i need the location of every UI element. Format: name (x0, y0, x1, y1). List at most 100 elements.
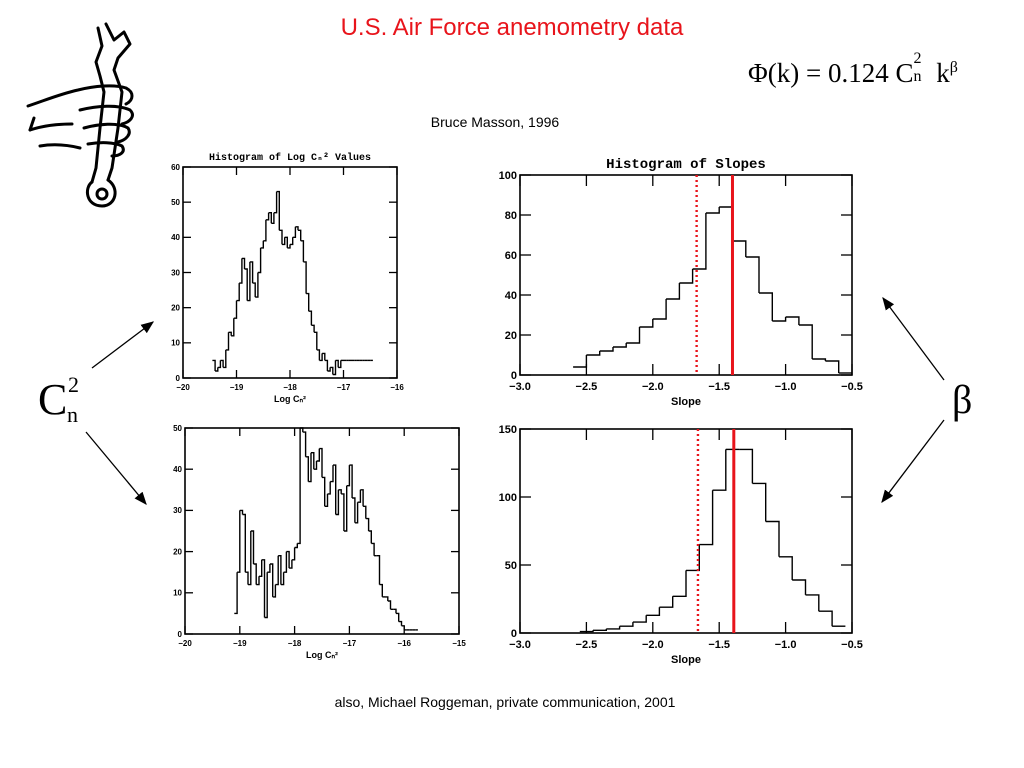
histogram-bin (387, 600, 392, 610)
histogram-bin (327, 367, 331, 372)
histogram-bin (341, 493, 345, 531)
histogram-bin (619, 622, 634, 627)
histogram-bin (239, 509, 244, 515)
y-tick-label: 10 (171, 339, 180, 348)
arrow-beta-to-bottom-hist (881, 419, 945, 504)
y-tick-label: 20 (505, 330, 517, 342)
histogram-bin (298, 229, 302, 241)
histogram-bin (228, 331, 232, 336)
histogram-bin (241, 257, 246, 269)
histogram-bin (269, 563, 274, 597)
histogram-bin (267, 564, 271, 573)
histogram-bin (253, 563, 257, 585)
histogram-bin (368, 530, 372, 544)
histogram-bin (357, 489, 362, 503)
formula-cn-sub: n (913, 68, 922, 85)
histogram-bin (290, 237, 294, 246)
histogram-bin (225, 332, 230, 351)
x-tick-label: −0.5 (841, 639, 863, 651)
plot-frame (184, 427, 460, 635)
y-tick-label: 40 (171, 233, 180, 242)
histogram-bin (294, 543, 298, 549)
histogram-bin (343, 485, 348, 532)
histogram-bin (632, 615, 647, 623)
y-tick-label: 50 (505, 560, 517, 572)
histogram-bin (231, 318, 235, 337)
histogram-bin (322, 476, 326, 507)
y-tick-label: 60 (505, 250, 517, 262)
x-tick-label: −3.0 (509, 381, 531, 393)
y-tick-label: 20 (171, 303, 180, 312)
x-tick-label: −18 (283, 383, 297, 392)
y-tick-label: 100 (499, 492, 517, 504)
wrench-in-hand-icon (26, 22, 134, 208)
plot-frame (519, 428, 853, 634)
formula-cn-sup: 2 (913, 50, 922, 67)
histogram-bin (282, 237, 286, 246)
chart-title: Histogram of Slopes (606, 157, 766, 173)
histogram-bin (275, 555, 279, 586)
histogram-bin (308, 452, 312, 483)
histogram-bin (659, 596, 674, 608)
histogram-bin (289, 559, 293, 569)
histogram-bin (652, 299, 667, 320)
histogram-bin (335, 359, 339, 368)
histogram-bin (322, 352, 326, 361)
histogram-bin (352, 497, 356, 523)
histogram-bin (255, 272, 259, 298)
histogram-bin (732, 240, 747, 257)
histogram-bin (236, 283, 240, 302)
arrow-beta-to-top-hist (882, 296, 945, 381)
chart-title: Histogram of Log Cₙ² Values (209, 152, 371, 164)
histogram-bin (705, 207, 720, 214)
histogram-bin (818, 610, 833, 627)
y-tick-label: 0 (176, 374, 181, 383)
cn-label-sub: n (67, 402, 78, 427)
histogram-bin (745, 256, 760, 293)
x-tick-label: −2.0 (642, 639, 664, 651)
histogram-bin (360, 489, 364, 507)
y-tick-label: 60 (171, 163, 180, 172)
histogram-bin (264, 572, 268, 619)
histogram-bin (292, 226, 297, 238)
histogram-bin (338, 489, 342, 494)
x-tick-label: −17 (337, 383, 351, 392)
arrow-cn-to-top-hist (91, 321, 155, 369)
histogram-bin (324, 359, 329, 371)
credit-text: Bruce Masson, 1996 (430, 114, 560, 130)
histogram-bin (278, 555, 282, 585)
histogram-bin (573, 355, 588, 368)
histogram-bin (719, 206, 734, 241)
arrow-cn-to-bottom-hist (85, 431, 147, 505)
y-tick-label: 0 (178, 630, 183, 639)
x-tick-label: −17 (343, 639, 357, 648)
histogram-bin (223, 349, 227, 369)
formula-tail-sup: β (949, 59, 958, 76)
histogram-bin (586, 351, 601, 356)
x-axis-label: Log Cₙ² (274, 394, 306, 404)
histogram-bin (242, 513, 246, 573)
histogram-bin (308, 310, 313, 326)
histogram-bin (393, 608, 397, 614)
cn-label-base: C (38, 375, 68, 424)
histogram-bin (220, 359, 224, 368)
chart-cn2-histogram-2: −20 −19 −18 −17 −16 −15 0 10 20 30 40 50 Log Cₙ² (163, 415, 479, 677)
x-tick-label: −2.0 (642, 381, 664, 393)
histogram-bin (765, 520, 780, 557)
histogram-bin (305, 456, 309, 482)
histogram-bin (593, 628, 607, 631)
histogram-bin (252, 282, 256, 298)
histogram-bin (284, 236, 288, 248)
y-tick-label: 10 (173, 589, 182, 598)
histogram-bin (639, 319, 654, 328)
histogram-bin (606, 626, 621, 630)
histogram-bin (779, 556, 793, 580)
x-tick-label: −16 (390, 383, 404, 392)
y-tick-label: 80 (505, 210, 517, 222)
histogram-bin (712, 449, 727, 491)
histogram-bin (257, 247, 262, 274)
histogram-bin (398, 620, 403, 626)
histogram-bin (239, 258, 243, 284)
histogram-bin (798, 324, 813, 359)
